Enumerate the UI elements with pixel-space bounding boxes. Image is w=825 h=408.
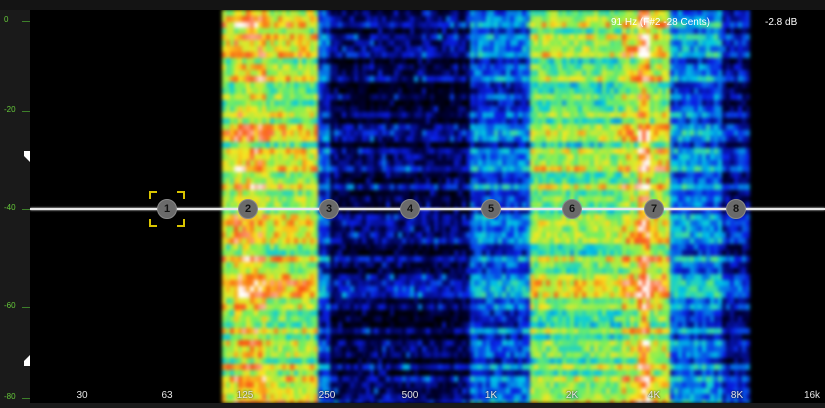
freq-label-500: 500 — [401, 390, 419, 401]
freq-label-125: 125 — [236, 390, 254, 401]
eq-band-2[interactable]: 2 — [238, 199, 258, 219]
db-gridmark — [22, 209, 30, 210]
db-axis: 0 -20 -40 -60 -80 — [0, 10, 31, 403]
freq-label-250: 250 — [318, 390, 336, 401]
eq-band-8[interactable]: 8 — [726, 199, 746, 219]
gain-readout: -2.8 dB — [765, 17, 798, 28]
eq-band-5[interactable]: 5 — [481, 199, 501, 219]
db-gridmark — [22, 111, 30, 112]
freq-label-30: 30 — [76, 390, 88, 401]
freq-label-63: 63 — [161, 390, 173, 401]
freq-label-4k: 4K — [647, 390, 661, 401]
db-gridmark — [22, 307, 30, 308]
eq-band-3[interactable]: 3 — [319, 199, 339, 219]
db-tick-0: 0 — [4, 15, 9, 24]
freq-label-8k: 8K — [730, 390, 744, 401]
db-gridmark — [22, 398, 30, 399]
freq-label-1k: 1K — [484, 390, 498, 401]
freq-label-16k: 16k — [803, 390, 821, 401]
db-tick-m20: -20 — [4, 105, 16, 114]
db-gridmark — [22, 21, 30, 22]
db-tick-m80: -80 — [4, 392, 16, 401]
eq-curve-line[interactable] — [30, 208, 825, 210]
db-tick-m40: -40 — [4, 203, 16, 212]
eq-band-4[interactable]: 4 — [400, 199, 420, 219]
pitch-readout: 91 Hz (F#2 -28 Cents) — [611, 17, 710, 28]
db-tick-m60: -60 — [4, 301, 16, 310]
eq-band-1[interactable]: 1 — [149, 191, 185, 227]
eq-band-6[interactable]: 6 — [562, 199, 582, 219]
bottom-border — [0, 403, 825, 408]
spectrogram-plot[interactable]: 1 2 3 4 5 6 7 8 30 63 125 250 500 1K 2K … — [30, 10, 825, 403]
eq-band-7[interactable]: 7 — [644, 199, 664, 219]
freq-label-2k: 2K — [565, 390, 579, 401]
